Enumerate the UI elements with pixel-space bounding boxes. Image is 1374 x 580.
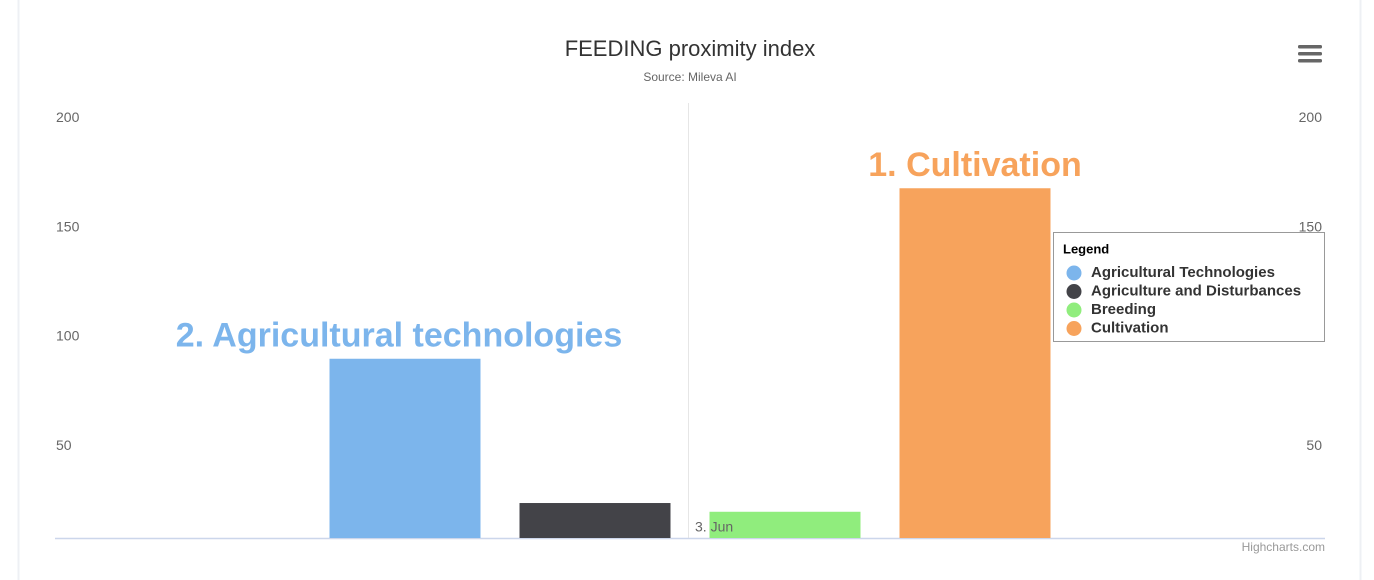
legend-label: Cultivation (1091, 319, 1169, 336)
bar (899, 188, 1051, 538)
y-tick-label: 50 (56, 437, 72, 453)
legend-symbol (1066, 321, 1082, 336)
y2-tick-label: 150 (1299, 218, 1323, 234)
legend-label: Agriculture and Disturbances (1091, 282, 1301, 299)
legend: Legend Agricultural TechnologiesAgricultu… (1053, 232, 1325, 342)
menu-bar[interactable] (1298, 45, 1322, 49)
bar (329, 358, 481, 538)
y2-tick-label: 50 (1306, 437, 1322, 453)
x-tick-label: 3. Jun (695, 519, 733, 535)
y-tick-label: 100 (56, 328, 80, 344)
menu-bar[interactable] (1298, 59, 1322, 63)
bar (519, 503, 671, 538)
y-tick-label: 150 (56, 218, 80, 234)
legend-symbol (1066, 265, 1082, 281)
chart-title: FEEDING proximity index (565, 36, 816, 61)
bar (709, 511, 861, 538)
legend-title: Legend (1063, 241, 1109, 256)
credits: Highcharts.com (1242, 540, 1325, 554)
annotation: 2. Agricultural technologies (176, 317, 622, 355)
annotation: 1. Cultivation (868, 146, 1081, 184)
legend-label: Breeding (1091, 301, 1156, 318)
y2-tick-label: 200 (1299, 109, 1323, 125)
menu-bar[interactable] (1298, 52, 1322, 56)
legend-symbol (1066, 302, 1082, 318)
legend-label: Agricultural Technologies (1091, 264, 1275, 281)
legend-box (1053, 232, 1325, 342)
chart-subtitle: Source: Mileva AI (643, 70, 736, 84)
legend-symbol (1066, 284, 1082, 299)
menu-button[interactable] (1298, 45, 1322, 63)
y-tick-label: 200 (56, 109, 80, 125)
